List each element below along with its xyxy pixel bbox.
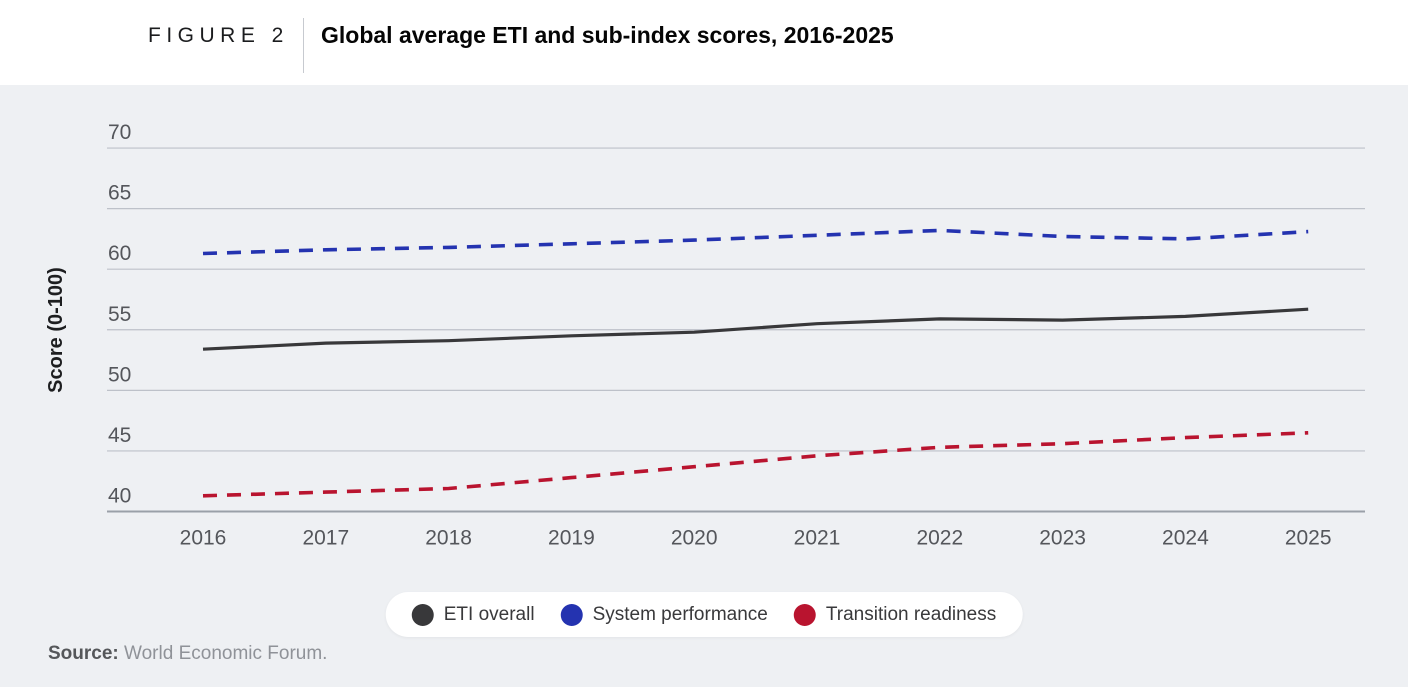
figure-number-label: FIGURE 2 xyxy=(148,24,289,47)
chart-legend: ETI overall System performance Transition … xyxy=(385,592,1023,637)
series-line-system-performance xyxy=(202,228,1309,256)
source-line: Source: World Economic Forum. xyxy=(48,643,327,665)
series-line-eti-overall xyxy=(202,307,1309,351)
title-divider xyxy=(303,18,304,73)
y-tick-label: 65 xyxy=(108,182,131,205)
x-tick-label: 2022 xyxy=(916,527,963,550)
series-line-transition-readiness xyxy=(202,431,1309,498)
source-label: Source: xyxy=(48,643,119,664)
line-chart: 40 45 50 55 60 65 70 2016 2017 2018 2019 2020 2021 20… xyxy=(45,121,1365,550)
y-tick-label: 60 xyxy=(108,242,131,265)
y-tick-label: 50 xyxy=(108,363,131,386)
legend-label: Transition readiness xyxy=(825,603,997,625)
legend-label: System performance xyxy=(592,603,768,625)
x-tick-label: 2017 xyxy=(302,527,349,550)
legend-swatch-icon xyxy=(793,603,816,626)
legend-swatch-icon xyxy=(411,603,434,626)
y-tick-label: 45 xyxy=(108,424,131,447)
figure-title: Global average ETI and sub-index scores,… xyxy=(321,22,894,48)
x-tick-label: 2020 xyxy=(671,527,718,550)
legend-item: System performance xyxy=(560,603,768,626)
chart-stage: 40 45 50 55 60 65 70 2016 2017 2018 2019 2020 2021 20… xyxy=(0,85,1408,687)
x-tick-label: 2016 xyxy=(180,527,227,550)
x-tick-label: 2025 xyxy=(1285,527,1332,550)
x-tick-label: 2023 xyxy=(1039,527,1086,550)
legend-swatch-icon xyxy=(560,603,583,626)
legend-label: ETI overall xyxy=(443,603,535,625)
y-tick-label: 40 xyxy=(108,485,131,508)
x-tick-label: 2019 xyxy=(548,527,595,550)
x-tick-label: 2018 xyxy=(425,527,472,550)
legend-item: ETI overall xyxy=(411,603,535,626)
x-tick-label: 2024 xyxy=(1162,527,1209,550)
y-tick-label: 70 xyxy=(108,121,131,144)
legend-item: Transition readiness xyxy=(793,603,997,626)
y-axis-title: Score (0-100) xyxy=(45,267,67,393)
x-tick-label: 2021 xyxy=(794,527,841,550)
source-text: World Economic Forum. xyxy=(118,643,328,664)
y-tick-label: 55 xyxy=(108,303,131,326)
figure-header: FIGURE 2 Global average ETI and sub-inde… xyxy=(0,0,1408,85)
